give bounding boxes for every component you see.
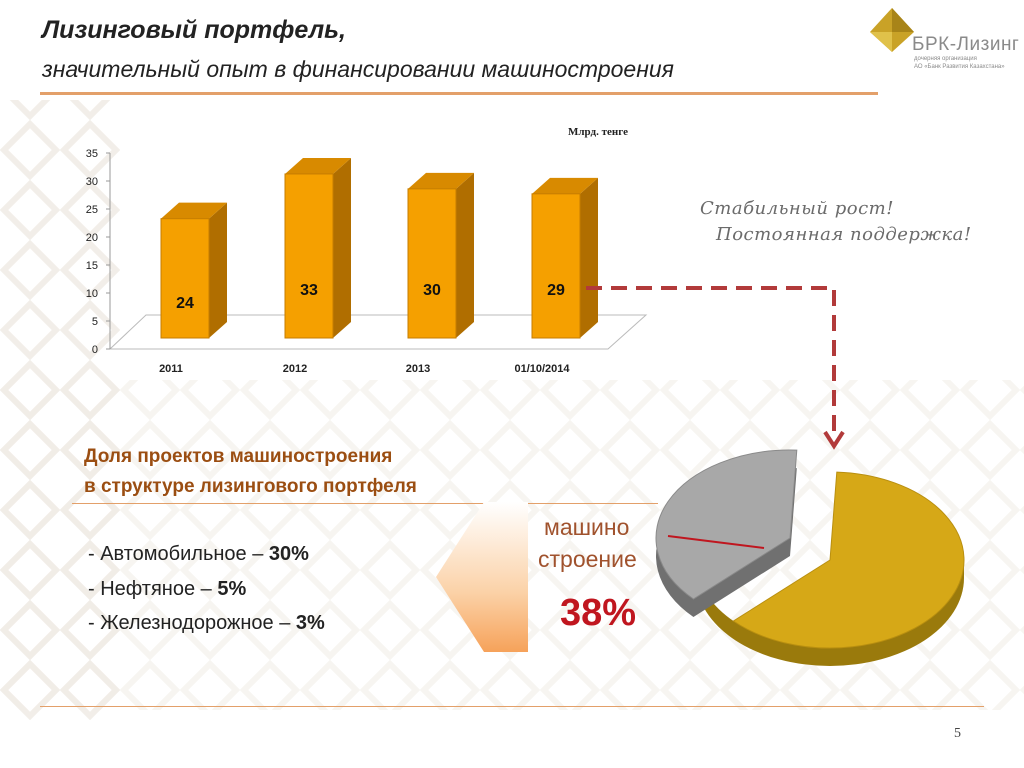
pie-slice-other bbox=[732, 471, 965, 649]
bar-data-label: 33 bbox=[300, 282, 318, 299]
y-tick-label: 15 bbox=[86, 260, 98, 272]
x-tick-label: 2011 bbox=[159, 363, 183, 375]
y-tick-label: 0 bbox=[92, 344, 98, 356]
page-number: 5 bbox=[954, 726, 961, 741]
y-tick-label: 5 bbox=[92, 316, 98, 328]
logo-subtitle-bank: АО «Банк Развития Казахстана» bbox=[914, 64, 1005, 70]
y-tick-label: 35 bbox=[86, 148, 98, 160]
bar bbox=[284, 173, 334, 339]
brk-leasing-logo bbox=[870, 8, 914, 52]
bar bbox=[160, 218, 210, 339]
chart-unit-label: Млрд. тенге bbox=[568, 126, 628, 138]
bar-data-label: 24 bbox=[176, 295, 194, 312]
footer-divider bbox=[40, 706, 984, 707]
y-tick-label: 30 bbox=[86, 176, 98, 188]
logo-subtitle: дочерняя организация bbox=[914, 56, 977, 62]
machine-share-percent: 38% bbox=[560, 592, 637, 634]
title-divider bbox=[40, 92, 878, 95]
bar-top bbox=[408, 172, 474, 189]
bar bbox=[407, 188, 457, 339]
bar-side bbox=[456, 172, 474, 338]
share-item-railway: - Железнодорожное – 3% bbox=[88, 612, 325, 634]
logo-name: БРК-Лизинг bbox=[912, 34, 1020, 55]
bar-data-label: 29 bbox=[547, 282, 565, 299]
bar-data-label: 30 bbox=[423, 282, 441, 299]
page-subtitle: значительный опыт в финансировании машин… bbox=[42, 56, 674, 82]
y-tick-label: 20 bbox=[86, 232, 98, 244]
x-tick-label: 2012 bbox=[283, 363, 307, 375]
arrow-head-icon bbox=[823, 430, 845, 450]
share-heading-line1: Доля проектов машиностроения bbox=[84, 446, 393, 467]
dashed-connector-arrow bbox=[586, 286, 836, 440]
page-title: Лизинговый портфель, bbox=[42, 16, 346, 44]
bar-top bbox=[285, 157, 351, 174]
y-tick-label: 10 bbox=[86, 288, 98, 300]
chart-floor bbox=[108, 314, 648, 350]
slogan-support: Постоянная поддержка! bbox=[716, 224, 972, 245]
share-item-auto: - Автомобильное – 30% bbox=[88, 543, 309, 565]
bar-side bbox=[333, 157, 351, 338]
x-tick-label: 01/10/2014 bbox=[514, 363, 570, 375]
bar bbox=[531, 193, 581, 339]
machine-label-line1: машино bbox=[544, 514, 630, 540]
share-divider bbox=[72, 503, 658, 504]
y-tick-label: 25 bbox=[86, 204, 98, 216]
pie-slice-machine bbox=[655, 449, 798, 600]
x-tick-label: 2013 bbox=[406, 363, 430, 375]
share-item-oil: - Нефтяное – 5% bbox=[88, 578, 247, 600]
bar-top bbox=[532, 177, 598, 194]
pie-main-side bbox=[696, 560, 964, 666]
bar-top bbox=[161, 202, 227, 219]
bar-side bbox=[209, 202, 227, 338]
bar-side bbox=[580, 177, 598, 338]
machine-label-line2: строение bbox=[538, 546, 637, 572]
pie-leader-line bbox=[667, 535, 765, 549]
slogan-stable-growth: Стабильный рост! bbox=[700, 198, 894, 219]
share-heading-line2: в структуре лизингового портфеля bbox=[84, 476, 417, 497]
arrow-hexagon-shape bbox=[436, 502, 528, 652]
